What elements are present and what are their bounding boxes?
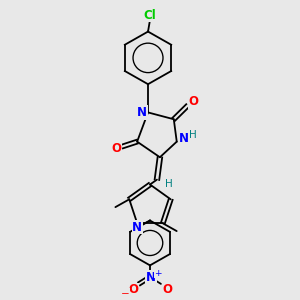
Text: N: N bbox=[137, 106, 147, 119]
Text: O: O bbox=[163, 283, 173, 296]
Text: O: O bbox=[128, 283, 138, 296]
Text: N: N bbox=[132, 221, 142, 234]
Text: +: + bbox=[154, 269, 162, 278]
Text: O: O bbox=[111, 142, 121, 155]
Text: H: H bbox=[165, 178, 173, 188]
Text: Cl: Cl bbox=[144, 8, 156, 22]
Text: H: H bbox=[189, 130, 196, 140]
Text: N: N bbox=[179, 132, 189, 145]
Text: N: N bbox=[146, 271, 156, 284]
Text: O: O bbox=[189, 95, 199, 108]
Text: −: − bbox=[121, 289, 130, 298]
